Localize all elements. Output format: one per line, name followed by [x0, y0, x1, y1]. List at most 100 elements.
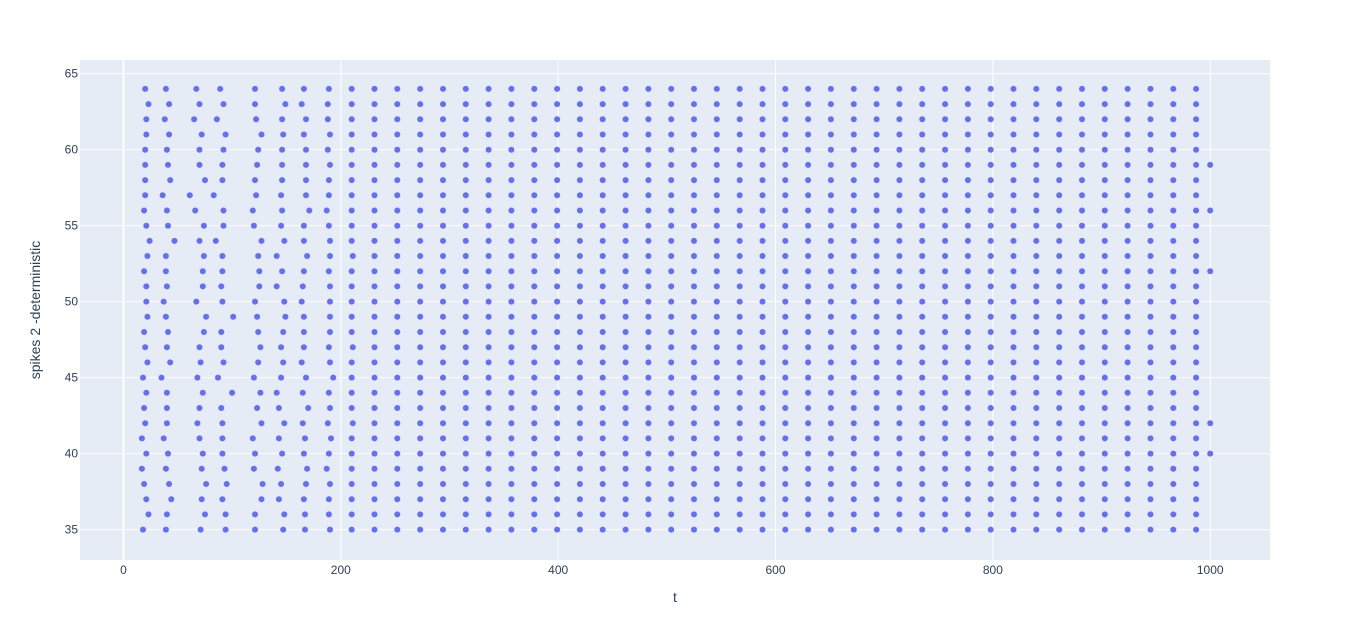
spike-point — [919, 450, 926, 457]
spike-point — [1033, 496, 1040, 503]
spike-point — [531, 131, 538, 138]
spike-point — [691, 85, 697, 92]
spike-point — [531, 268, 538, 275]
spike-point — [249, 207, 256, 214]
spike-point — [919, 161, 926, 168]
spike-point — [873, 481, 880, 487]
spike-point — [1147, 313, 1154, 320]
spike-point — [230, 313, 237, 320]
spike-point — [622, 435, 629, 442]
spike-point — [371, 116, 378, 123]
spike-point — [964, 116, 971, 123]
spike-point — [873, 298, 880, 305]
spike-point — [252, 101, 258, 108]
spike-point — [485, 101, 492, 108]
spike-point — [1056, 405, 1063, 411]
spike-point — [964, 405, 971, 411]
spike-point — [645, 85, 652, 92]
spike-point — [278, 222, 285, 229]
spike-point — [736, 435, 743, 442]
spike-point — [1010, 85, 1017, 92]
spike-point — [200, 222, 207, 229]
spike-point — [1079, 405, 1085, 411]
spike-point — [942, 313, 949, 320]
spike-point — [143, 116, 150, 123]
spike-point — [896, 192, 903, 199]
spike-point — [964, 207, 971, 214]
spike-point — [531, 359, 538, 366]
spike-point — [942, 465, 949, 472]
spike-point — [194, 374, 201, 381]
spike-point — [1010, 465, 1017, 472]
spike-point — [576, 207, 583, 214]
spike-point — [736, 344, 743, 351]
spike-point — [531, 192, 538, 199]
spike-point — [1124, 511, 1131, 518]
spike-point — [1170, 526, 1177, 533]
spike-point — [531, 496, 538, 503]
spike-point — [202, 177, 208, 184]
spike-point — [942, 146, 949, 153]
spike-point — [736, 222, 743, 229]
spike-point — [1033, 420, 1040, 427]
spike-point — [599, 329, 606, 335]
spike-point — [827, 344, 834, 351]
spike-point — [1056, 222, 1063, 229]
spike-point — [1147, 146, 1154, 153]
spike-point — [599, 116, 606, 123]
spike-point — [1170, 313, 1177, 320]
spike-point — [805, 101, 812, 108]
spike-point — [1193, 526, 1200, 533]
spike-point — [622, 177, 629, 184]
spike-point — [1101, 344, 1108, 351]
spike-point — [485, 207, 492, 214]
spike-point — [1124, 268, 1131, 275]
spike-point — [599, 435, 606, 442]
spike-point — [645, 420, 652, 427]
spike-point — [1101, 481, 1108, 487]
spike-point — [371, 237, 378, 244]
spike-point — [873, 405, 880, 411]
spike-point — [162, 253, 169, 259]
spike-point — [805, 131, 812, 138]
spike-point — [440, 131, 446, 138]
spike-point — [142, 177, 149, 184]
spike-point — [622, 420, 629, 427]
spike-point — [1056, 253, 1063, 259]
spike-point — [394, 481, 401, 487]
spike-point — [1033, 435, 1040, 442]
spike-point — [303, 116, 309, 123]
spike-point — [668, 526, 675, 533]
spike-point — [987, 237, 994, 244]
spike-point — [280, 131, 287, 138]
spike-point — [302, 435, 308, 442]
spike-point — [827, 313, 834, 320]
spike-point — [713, 344, 720, 351]
spike-point — [622, 405, 629, 411]
spike-point — [576, 298, 583, 305]
spike-point — [327, 329, 333, 335]
spike-point — [462, 161, 469, 168]
spike-point — [576, 496, 583, 503]
spike-point — [942, 222, 949, 229]
spike-point — [531, 116, 538, 123]
spike-point — [942, 344, 949, 351]
y-tick-label: 45 — [65, 371, 79, 385]
spike-point — [964, 450, 971, 457]
spike-point — [942, 192, 949, 199]
spike-point — [306, 207, 313, 214]
spike-point — [440, 450, 446, 457]
spike-point — [250, 222, 257, 229]
spike-point — [873, 329, 880, 335]
spike-point — [1033, 268, 1040, 275]
spike-point — [199, 268, 206, 275]
spike-point — [1101, 177, 1108, 184]
spike-point — [253, 192, 260, 199]
spike-point — [440, 465, 446, 472]
spike-point — [394, 511, 401, 518]
spike-point — [371, 253, 378, 259]
spike-point — [1101, 85, 1108, 92]
spike-point — [850, 207, 857, 214]
spike-point — [1124, 420, 1131, 427]
spike-point — [141, 329, 148, 335]
